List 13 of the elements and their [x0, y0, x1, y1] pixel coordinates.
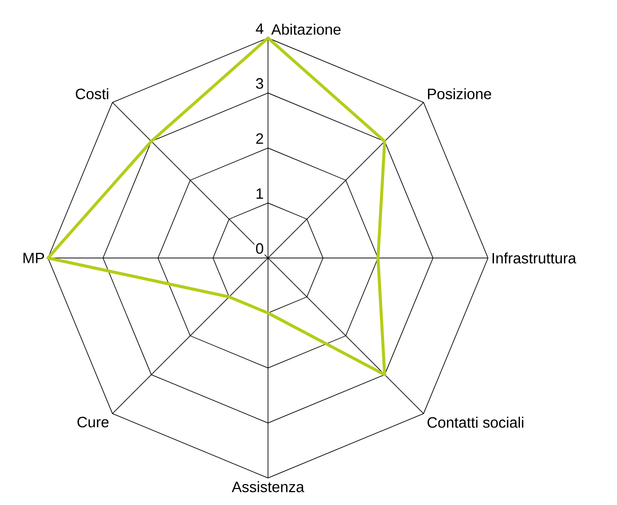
y-tick-label: 2: [256, 133, 264, 144]
spoke-label: Infrastruttura: [492, 252, 576, 264]
y-tick-label: 0: [256, 243, 264, 254]
y-tick-label: 3: [256, 78, 264, 89]
spoke-label: Posizione: [428, 88, 492, 100]
spoke-label: Costi: [76, 88, 108, 100]
y-tick-label: 4: [256, 23, 264, 34]
spoke-label: MP: [24, 252, 44, 264]
spoke-label: Abitazione: [271, 24, 341, 35]
spoke-label: Contatti sociali: [428, 416, 524, 428]
spoke-label: Cure: [77, 416, 109, 428]
y-tick-label: 1: [256, 188, 264, 199]
spoke-label: Assistenza: [232, 481, 304, 492]
